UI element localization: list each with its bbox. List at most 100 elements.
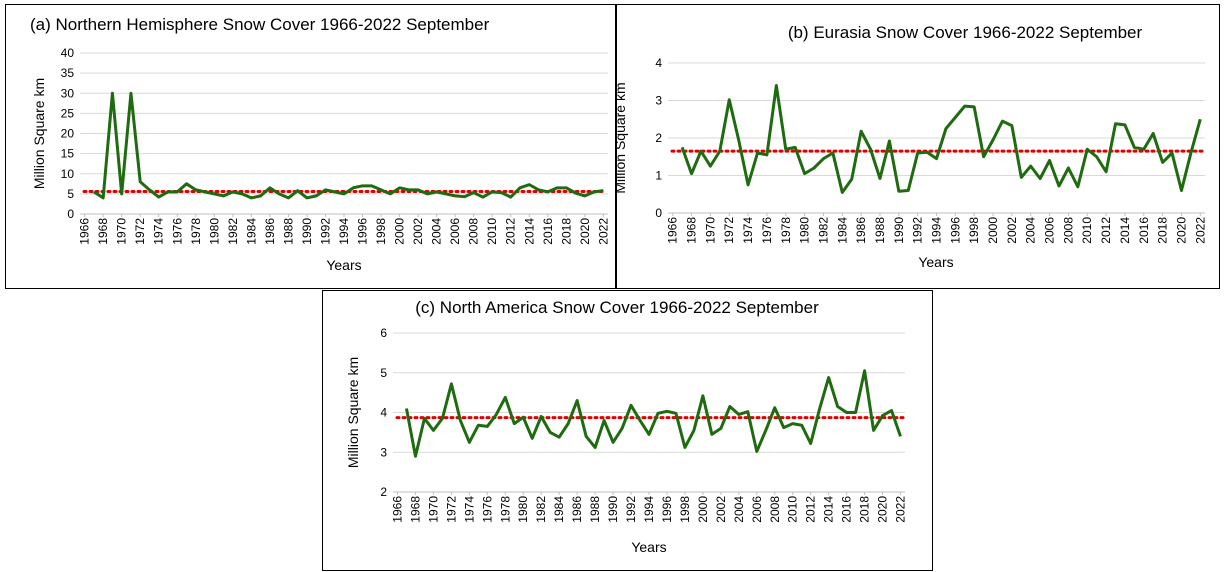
chart-title: (b) Eurasia Snow Cover 1966-2022 Septemb… — [788, 23, 1143, 42]
x-tick-label: 1966 — [78, 218, 92, 245]
x-tick-label: 1994 — [337, 218, 351, 245]
x-tick-label: 1988 — [873, 217, 887, 244]
x-tick-label: 2018 — [559, 218, 573, 245]
x-tick-label: 1966 — [390, 496, 404, 523]
x-tick-label: 2012 — [804, 496, 818, 523]
y-tick-label: 2 — [655, 131, 662, 145]
panel-frame — [5, 4, 616, 289]
y-tick-label: 5 — [380, 366, 387, 380]
x-tick-label: 2022 — [596, 218, 610, 245]
x-tick-label: 1970 — [703, 217, 717, 244]
x-tick-label: 1998 — [967, 217, 981, 244]
x-tick-label: 1976 — [170, 218, 184, 245]
x-tick-label: 2010 — [1080, 217, 1094, 244]
x-tick-label: 1990 — [300, 218, 314, 245]
x-tick-label: 1984 — [835, 217, 849, 244]
x-tick-label: 1982 — [816, 217, 830, 244]
data-line — [93, 91, 604, 200]
x-tick-label: 1974 — [152, 218, 166, 245]
x-tick-label: 2014 — [522, 218, 536, 245]
x-tick-label: 1980 — [798, 217, 812, 244]
y-tick-label: 40 — [61, 46, 75, 60]
x-tick-label: 2014 — [822, 496, 836, 523]
x-tick-label: 2016 — [1137, 217, 1151, 244]
x-tick-label: 1982 — [226, 218, 240, 245]
x-tick-label: 1996 — [356, 218, 370, 245]
x-tick-label: 1974 — [462, 496, 476, 523]
x-tick-label: 1986 — [854, 217, 868, 244]
x-axis-title: Years — [326, 257, 361, 273]
x-tick-label: 1968 — [685, 217, 699, 244]
x-tick-label: 2020 — [578, 218, 592, 245]
x-tick-label: 1980 — [207, 218, 221, 245]
x-tick-label: 2010 — [786, 496, 800, 523]
x-tick-label: 1996 — [660, 496, 674, 523]
y-tick-label: 30 — [61, 86, 75, 100]
y-tick-label: 25 — [61, 106, 75, 120]
x-tick-label: 1990 — [606, 496, 620, 523]
x-tick-label: 1994 — [642, 496, 656, 523]
x-tick-label: 2012 — [504, 218, 518, 245]
x-tick-label: 2008 — [768, 496, 782, 523]
x-tick-label: 2000 — [393, 218, 407, 245]
x-tick-label: 1978 — [779, 217, 793, 244]
x-tick-label: 1972 — [133, 218, 147, 245]
panel-frame — [616, 4, 1220, 289]
y-tick-label: 3 — [380, 445, 387, 459]
y-tick-label: 6 — [380, 326, 387, 340]
x-tick-label: 2018 — [858, 496, 872, 523]
x-tick-label: 2000 — [696, 496, 710, 523]
x-tick-label: 1974 — [741, 217, 755, 244]
x-tick-label: 1984 — [552, 496, 566, 523]
x-tick-label: 2020 — [1174, 217, 1188, 244]
y-axis-title: Million Square km — [31, 78, 47, 189]
y-tick-label: 2 — [380, 485, 387, 499]
y-tick-label: 20 — [61, 127, 75, 141]
y-tick-label: 0 — [655, 206, 662, 220]
x-tick-label: 1984 — [244, 218, 258, 245]
x-tick-label: 2000 — [986, 217, 1000, 244]
x-tick-label: 1986 — [570, 496, 584, 523]
y-tick-label: 3 — [655, 94, 662, 108]
x-tick-label: 2014 — [1118, 217, 1132, 244]
y-tick-label: 0 — [67, 207, 74, 221]
x-tick-label: 2004 — [732, 496, 746, 523]
x-tick-label: 2006 — [750, 496, 764, 523]
panel-frame — [322, 290, 933, 571]
x-tick-label: 1988 — [281, 218, 295, 245]
data-line — [680, 84, 1202, 194]
y-tick-label: 4 — [655, 56, 662, 70]
chart-title: (c) North America Snow Cover 1966-2022 S… — [415, 298, 819, 317]
x-tick-label: 1968 — [408, 496, 422, 523]
x-tick-label: 1976 — [760, 217, 774, 244]
x-tick-label: 2022 — [894, 496, 908, 523]
x-tick-label: 1970 — [115, 218, 129, 245]
x-tick-label: 2002 — [411, 218, 425, 245]
x-axis-title: Years — [918, 254, 953, 270]
x-tick-label: 2004 — [1024, 217, 1038, 244]
x-tick-label: 2018 — [1156, 217, 1170, 244]
y-tick-label: 10 — [61, 167, 75, 181]
x-tick-label: 2002 — [1005, 217, 1019, 244]
x-tick-label: 2006 — [1043, 217, 1057, 244]
x-tick-label: 1982 — [534, 496, 548, 523]
x-tick-label: 2008 — [1061, 217, 1075, 244]
y-axis-title: Million Square km — [612, 82, 628, 193]
x-tick-label: 1992 — [624, 496, 638, 523]
x-tick-label: 2004 — [430, 218, 444, 245]
x-tick-label: 1972 — [444, 496, 458, 523]
x-tick-label: 1968 — [96, 218, 110, 245]
x-tick-label: 1992 — [318, 218, 332, 245]
y-tick-label: 15 — [61, 147, 75, 161]
x-tick-label: 1990 — [892, 217, 906, 244]
x-tick-label: 1978 — [189, 218, 203, 245]
x-tick-label: 1988 — [588, 496, 602, 523]
x-tick-label: 2012 — [1099, 217, 1113, 244]
x-tick-label: 1992 — [911, 217, 925, 244]
y-tick-label: 5 — [67, 187, 74, 201]
x-tick-label: 1994 — [930, 217, 944, 244]
x-tick-label: 2002 — [714, 496, 728, 523]
chart: (a) Northern Hemisphere Snow Cover 1966-… — [30, 15, 610, 273]
x-tick-label: 2010 — [485, 218, 499, 245]
